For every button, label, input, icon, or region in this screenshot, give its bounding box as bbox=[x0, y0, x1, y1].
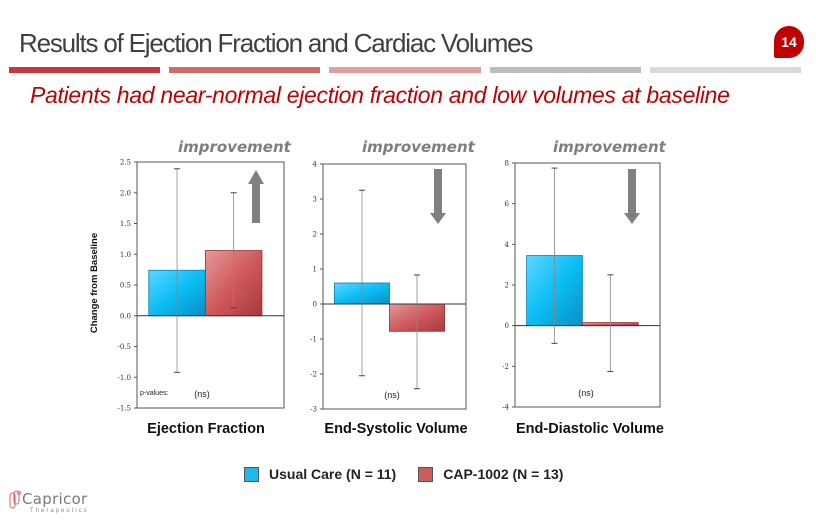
legend-swatch-usual-care bbox=[244, 466, 259, 482]
end-diastolic-volume-pvalue: (ns) bbox=[578, 388, 594, 398]
end-diastolic-volume-y-tick-label: -2 bbox=[502, 363, 509, 371]
ejection-fraction-y-tick-label: -0.5 bbox=[118, 343, 132, 351]
stripe-5 bbox=[649, 67, 802, 73]
end-systolic-volume-y-tick-label: -1 bbox=[310, 336, 317, 344]
end-diastolic-volume-y-tick-label: 4 bbox=[505, 241, 510, 249]
end-systolic-volume-y-tick-label: 1 bbox=[313, 266, 317, 274]
ejection-fraction-arrow-up-icon bbox=[248, 170, 264, 223]
end-diastolic-volume-y-tick-label: -4 bbox=[502, 404, 509, 412]
improvement-label-esv: improvement bbox=[362, 138, 475, 156]
end-systolic-volume-y-tick-label: 0 bbox=[313, 301, 317, 309]
end-systolic-volume-y-tick-label: -3 bbox=[310, 406, 317, 414]
end-diastolic-volume-chart-title: End-Diastolic Volume bbox=[516, 421, 664, 437]
end-systolic-volume-arrow-down-icon bbox=[430, 169, 446, 224]
logo-name: Capricor bbox=[22, 490, 88, 508]
ejection-fraction-y-tick-label: 0.0 bbox=[120, 312, 131, 320]
end-diastolic-volume-y-tick-label: 2 bbox=[505, 282, 509, 290]
ejection-fraction-y-tick-label: 0.5 bbox=[120, 282, 131, 290]
ejection-fraction-y-tick-label: 1.5 bbox=[120, 220, 131, 228]
end-systolic-volume-pvalue: (ns) bbox=[384, 390, 400, 400]
end-systolic-volume-y-tick-label: 2 bbox=[313, 231, 317, 239]
logo-tagline: Therapeutics bbox=[30, 508, 89, 514]
ejection-fraction-y-tick-label: 1.0 bbox=[120, 251, 131, 259]
legend-swatch-cap-1002 bbox=[418, 466, 434, 482]
ejection-fraction-y-tick-label: 2.0 bbox=[120, 189, 131, 197]
end-diastolic-volume-y-tick-label: 0 bbox=[505, 322, 509, 330]
stripe-3 bbox=[329, 67, 481, 73]
ejection-fraction-y-tick-label: 2.5 bbox=[120, 159, 131, 167]
ejection-fraction-y-axis-label: Change from Baseline bbox=[89, 233, 100, 333]
ejection-fraction-y-tick-label: -1.5 bbox=[118, 405, 132, 413]
stripe-4 bbox=[489, 67, 641, 73]
stripe-1 bbox=[9, 67, 161, 73]
improvement-label-edv: improvement bbox=[553, 138, 666, 156]
ejection-fraction-pvalue-label: p-values: bbox=[140, 390, 168, 397]
end-diastolic-volume-y-tick-label: 6 bbox=[505, 200, 510, 208]
end-systolic-volume-y-tick-label: 4 bbox=[313, 161, 318, 169]
page-number-badge: 14 bbox=[774, 26, 804, 58]
legend: Usual Care (N = 11) CAP-1002 (N = 13) bbox=[244, 466, 585, 482]
legend-label-cap-1002: CAP-1002 (N = 13) bbox=[443, 466, 564, 482]
end-diastolic-volume-arrow-down-icon bbox=[624, 169, 640, 224]
slide-title: Results of Ejection Fraction and Cardiac… bbox=[19, 28, 533, 58]
title-divider-stripes bbox=[9, 67, 802, 73]
logo-mark-icon bbox=[9, 490, 21, 509]
end-systolic-volume-y-tick-label: 3 bbox=[313, 196, 317, 204]
improvement-label-ef: improvement bbox=[178, 138, 291, 156]
slide-subtitle: Patients had near-normal ejection fracti… bbox=[30, 82, 730, 108]
ejection-fraction-y-tick-label: -1.0 bbox=[118, 374, 132, 382]
legend-label-usual-care: Usual Care (N = 11) bbox=[269, 466, 397, 482]
end-systolic-volume-y-tick-label: -2 bbox=[310, 371, 317, 379]
stripe-2 bbox=[169, 67, 321, 73]
ejection-fraction-chart-title: Ejection Fraction bbox=[147, 421, 265, 437]
ejection-fraction-pvalue: (ns) bbox=[194, 389, 210, 399]
end-systolic-volume-chart-title: End-Systolic Volume bbox=[324, 421, 467, 437]
end-diastolic-volume-y-tick-label: 8 bbox=[505, 160, 509, 168]
